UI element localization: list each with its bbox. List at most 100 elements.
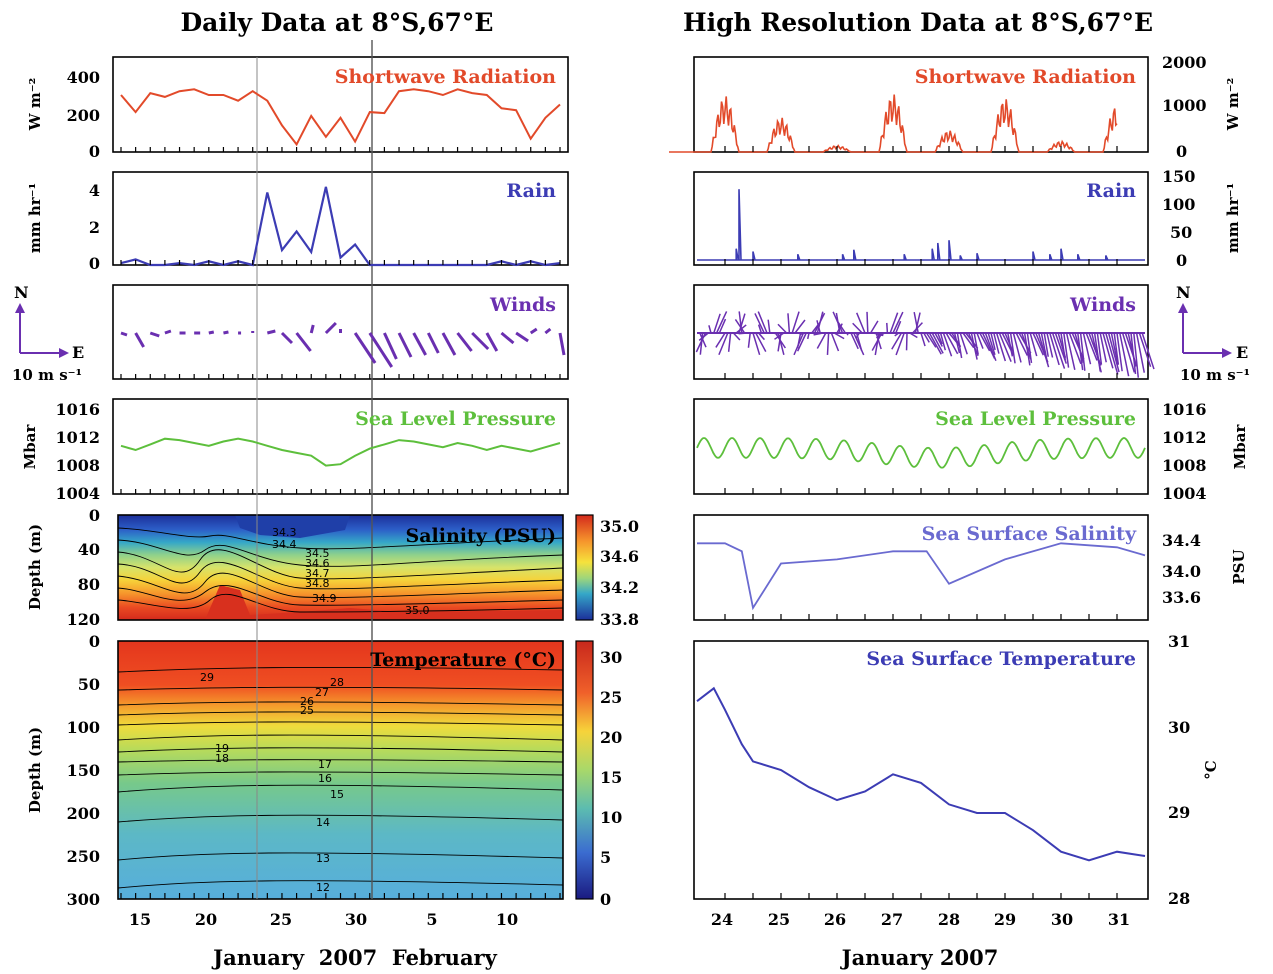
temp-depth-tick: 0 xyxy=(89,632,100,651)
slp-hr-ytick: 1016 xyxy=(1162,400,1207,419)
wind-vector xyxy=(959,332,968,355)
left-pressure-ylabel: Mbar xyxy=(21,424,39,470)
shortwave-series-line xyxy=(120,88,561,147)
sal-depth-tick: 40 xyxy=(78,540,100,559)
wind-vector xyxy=(875,332,882,350)
sal-contour-label: 34.5 xyxy=(305,547,330,560)
temp-contour-label: 19 xyxy=(215,742,229,755)
wind-vector xyxy=(973,332,979,355)
sal-contour-label: 34.9 xyxy=(312,592,337,605)
salinity-depth-ticks: 0 40 80 120 xyxy=(67,506,100,629)
wind-vector xyxy=(758,332,765,341)
wind-vector xyxy=(1116,332,1123,372)
sst-title: Sea Surface Temperature xyxy=(866,648,1136,670)
right-winds-title: Winds xyxy=(1069,294,1136,316)
right-pressure-yticks: 1016 1012 1008 1004 xyxy=(1162,400,1207,503)
wind-vector xyxy=(976,332,984,349)
right-figure-title: High Resolution Data at 8°S,67°E xyxy=(683,8,1153,37)
wind-vector xyxy=(1085,332,1098,361)
wind-vector xyxy=(713,313,721,334)
wind-vector xyxy=(1133,332,1140,378)
sss-ytick: 33.6 xyxy=(1162,588,1201,607)
wind-vector xyxy=(913,311,919,334)
wind-vector xyxy=(149,331,160,338)
temp-cb-tick: 30 xyxy=(600,648,622,667)
wind-vector xyxy=(1026,332,1033,364)
wind-vector xyxy=(1063,332,1070,368)
wind-vector xyxy=(324,321,337,335)
right-rain-frame xyxy=(693,171,1149,266)
wind-vector xyxy=(945,332,959,355)
sss-ytick: 34.4 xyxy=(1162,531,1201,550)
wind-vector xyxy=(397,332,413,358)
temp-contour-label: 29 xyxy=(200,671,214,684)
salinity-field xyxy=(118,515,563,620)
right-rain-title: Rain xyxy=(1086,180,1136,202)
wind-vector xyxy=(1051,332,1066,369)
temp-contour-label: 15 xyxy=(330,788,344,801)
wind-vector xyxy=(699,332,704,355)
wind-vector xyxy=(280,331,294,345)
slp-hr-ytick: 1008 xyxy=(1162,456,1207,475)
wind-vector xyxy=(993,332,1000,354)
wind-vector xyxy=(767,319,771,334)
rain-ytick: 4 xyxy=(89,181,100,200)
sw-ytick: 0 xyxy=(89,142,100,161)
rain-hr-ytick: 150 xyxy=(1162,167,1195,186)
sal-contour-label: 34.4 xyxy=(272,538,297,551)
right-xtick-label: 30 xyxy=(1051,910,1073,929)
salinity-fresh-patch xyxy=(235,515,350,538)
temp-contour-label: 18 xyxy=(215,752,229,765)
wind-vector xyxy=(734,318,746,334)
wind-vector xyxy=(208,330,215,335)
left-compass-e: E xyxy=(72,343,84,362)
temperature-ylabel: Depth (m) xyxy=(26,727,44,813)
wind-vector xyxy=(942,332,953,357)
wind-vector xyxy=(889,312,899,334)
sw-hr-ytick: 0 xyxy=(1176,142,1187,161)
wind-vector xyxy=(708,325,712,334)
wind-vector xyxy=(816,311,824,334)
wind-vector xyxy=(970,332,978,360)
sst-ytick: 29 xyxy=(1168,803,1190,822)
right-xaxis-label: January 2007 xyxy=(840,945,999,970)
shortwave-highres-line xyxy=(669,94,1118,153)
wind-vector xyxy=(1107,332,1120,373)
salinity-contours xyxy=(117,527,564,613)
temp-depth-tick: 50 xyxy=(78,675,100,694)
sal-contour-label: 34.8 xyxy=(305,577,330,590)
wind-vector xyxy=(1023,332,1031,366)
wind-vector xyxy=(1012,332,1022,363)
left-rain-frame xyxy=(112,171,569,266)
wind-vector xyxy=(923,332,930,343)
salinity-salty-patch xyxy=(205,585,563,620)
salinity-ylabel: Depth (m) xyxy=(26,524,44,610)
slp-ytick: 1004 xyxy=(55,484,100,503)
wind-vector xyxy=(869,320,879,334)
left-xaxis-label: January 2007 February xyxy=(211,945,497,970)
temp-cb-tick: 25 xyxy=(600,688,622,707)
left-xtick-label: 25 xyxy=(270,910,292,929)
wind-vector xyxy=(1113,332,1120,365)
wind-vector xyxy=(752,332,761,356)
wind-vector xyxy=(295,332,312,352)
wind-vector xyxy=(990,332,996,351)
right-xtick-label: 26 xyxy=(824,910,846,929)
wind-vector xyxy=(353,332,377,364)
temperature-contour-labels: 29 28 27 26 25 19 18 17 16 15 14 13 12 xyxy=(200,671,344,894)
wind-vector xyxy=(1138,332,1152,368)
sst-ytick: 30 xyxy=(1168,718,1190,737)
wind-vector xyxy=(120,331,128,337)
temp-contour-label: 27 xyxy=(315,686,329,699)
sal-depth-tick: 80 xyxy=(78,575,100,594)
right-rain-yticks: 150 100 50 0 xyxy=(1162,167,1195,270)
wind-vector xyxy=(995,332,1007,362)
sal-depth-tick: 0 xyxy=(89,506,100,525)
wind-vector xyxy=(1119,332,1130,377)
rain-series-line xyxy=(120,186,561,267)
right-wind-scale: 10 m s⁻¹ xyxy=(1180,366,1250,384)
right-sst-frame xyxy=(693,640,1149,900)
wind-vector xyxy=(426,332,440,354)
wind-vector xyxy=(998,332,1012,362)
wind-vector xyxy=(441,332,457,356)
